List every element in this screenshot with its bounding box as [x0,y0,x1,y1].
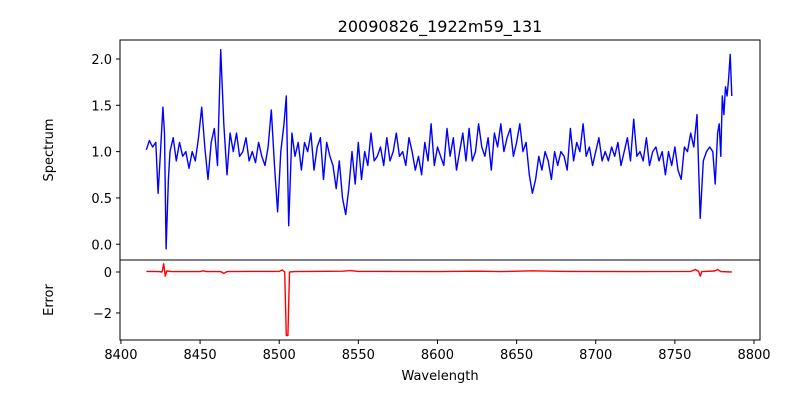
x-tick-label: 8650 [500,348,533,363]
chart-title: 20090826_1922m59_131 [338,17,543,37]
y-tick-label: 1.5 [91,99,112,114]
y-tick-label: 0.5 [91,192,112,207]
x-tick-label: 8400 [104,348,137,363]
error-line [146,263,732,337]
x-tick-label: 8500 [263,348,296,363]
error-axes-frame [119,259,761,341]
x-tick-label: 8450 [184,348,217,363]
y-tick-label: 2.0 [91,53,112,68]
y-tick-label: −2 [93,307,112,322]
x-axis-label: Wavelength [401,369,478,384]
spectrum-panel: 0.0 0.5 1.0 1.5 2.0 [91,49,733,253]
x-tick-label: 8800 [737,348,770,363]
y-tick-label: 0.0 [91,238,112,253]
error-ylabel: Error [42,284,57,316]
x-tick-label: 8600 [421,348,454,363]
y-tick-label: 0 [104,266,112,281]
x-tick-label: 8750 [658,348,691,363]
spectrum-line [145,49,733,250]
spectrum-ylabel: Spectrum [42,119,57,182]
error-panel: 0 −2 8400 8450 8500 8550 8600 8650 8700 8750 8800 [93,263,771,363]
x-tick-label: 8550 [342,348,375,363]
x-tick-label: 8700 [579,348,612,363]
y-tick-label: 1.0 [91,146,112,161]
